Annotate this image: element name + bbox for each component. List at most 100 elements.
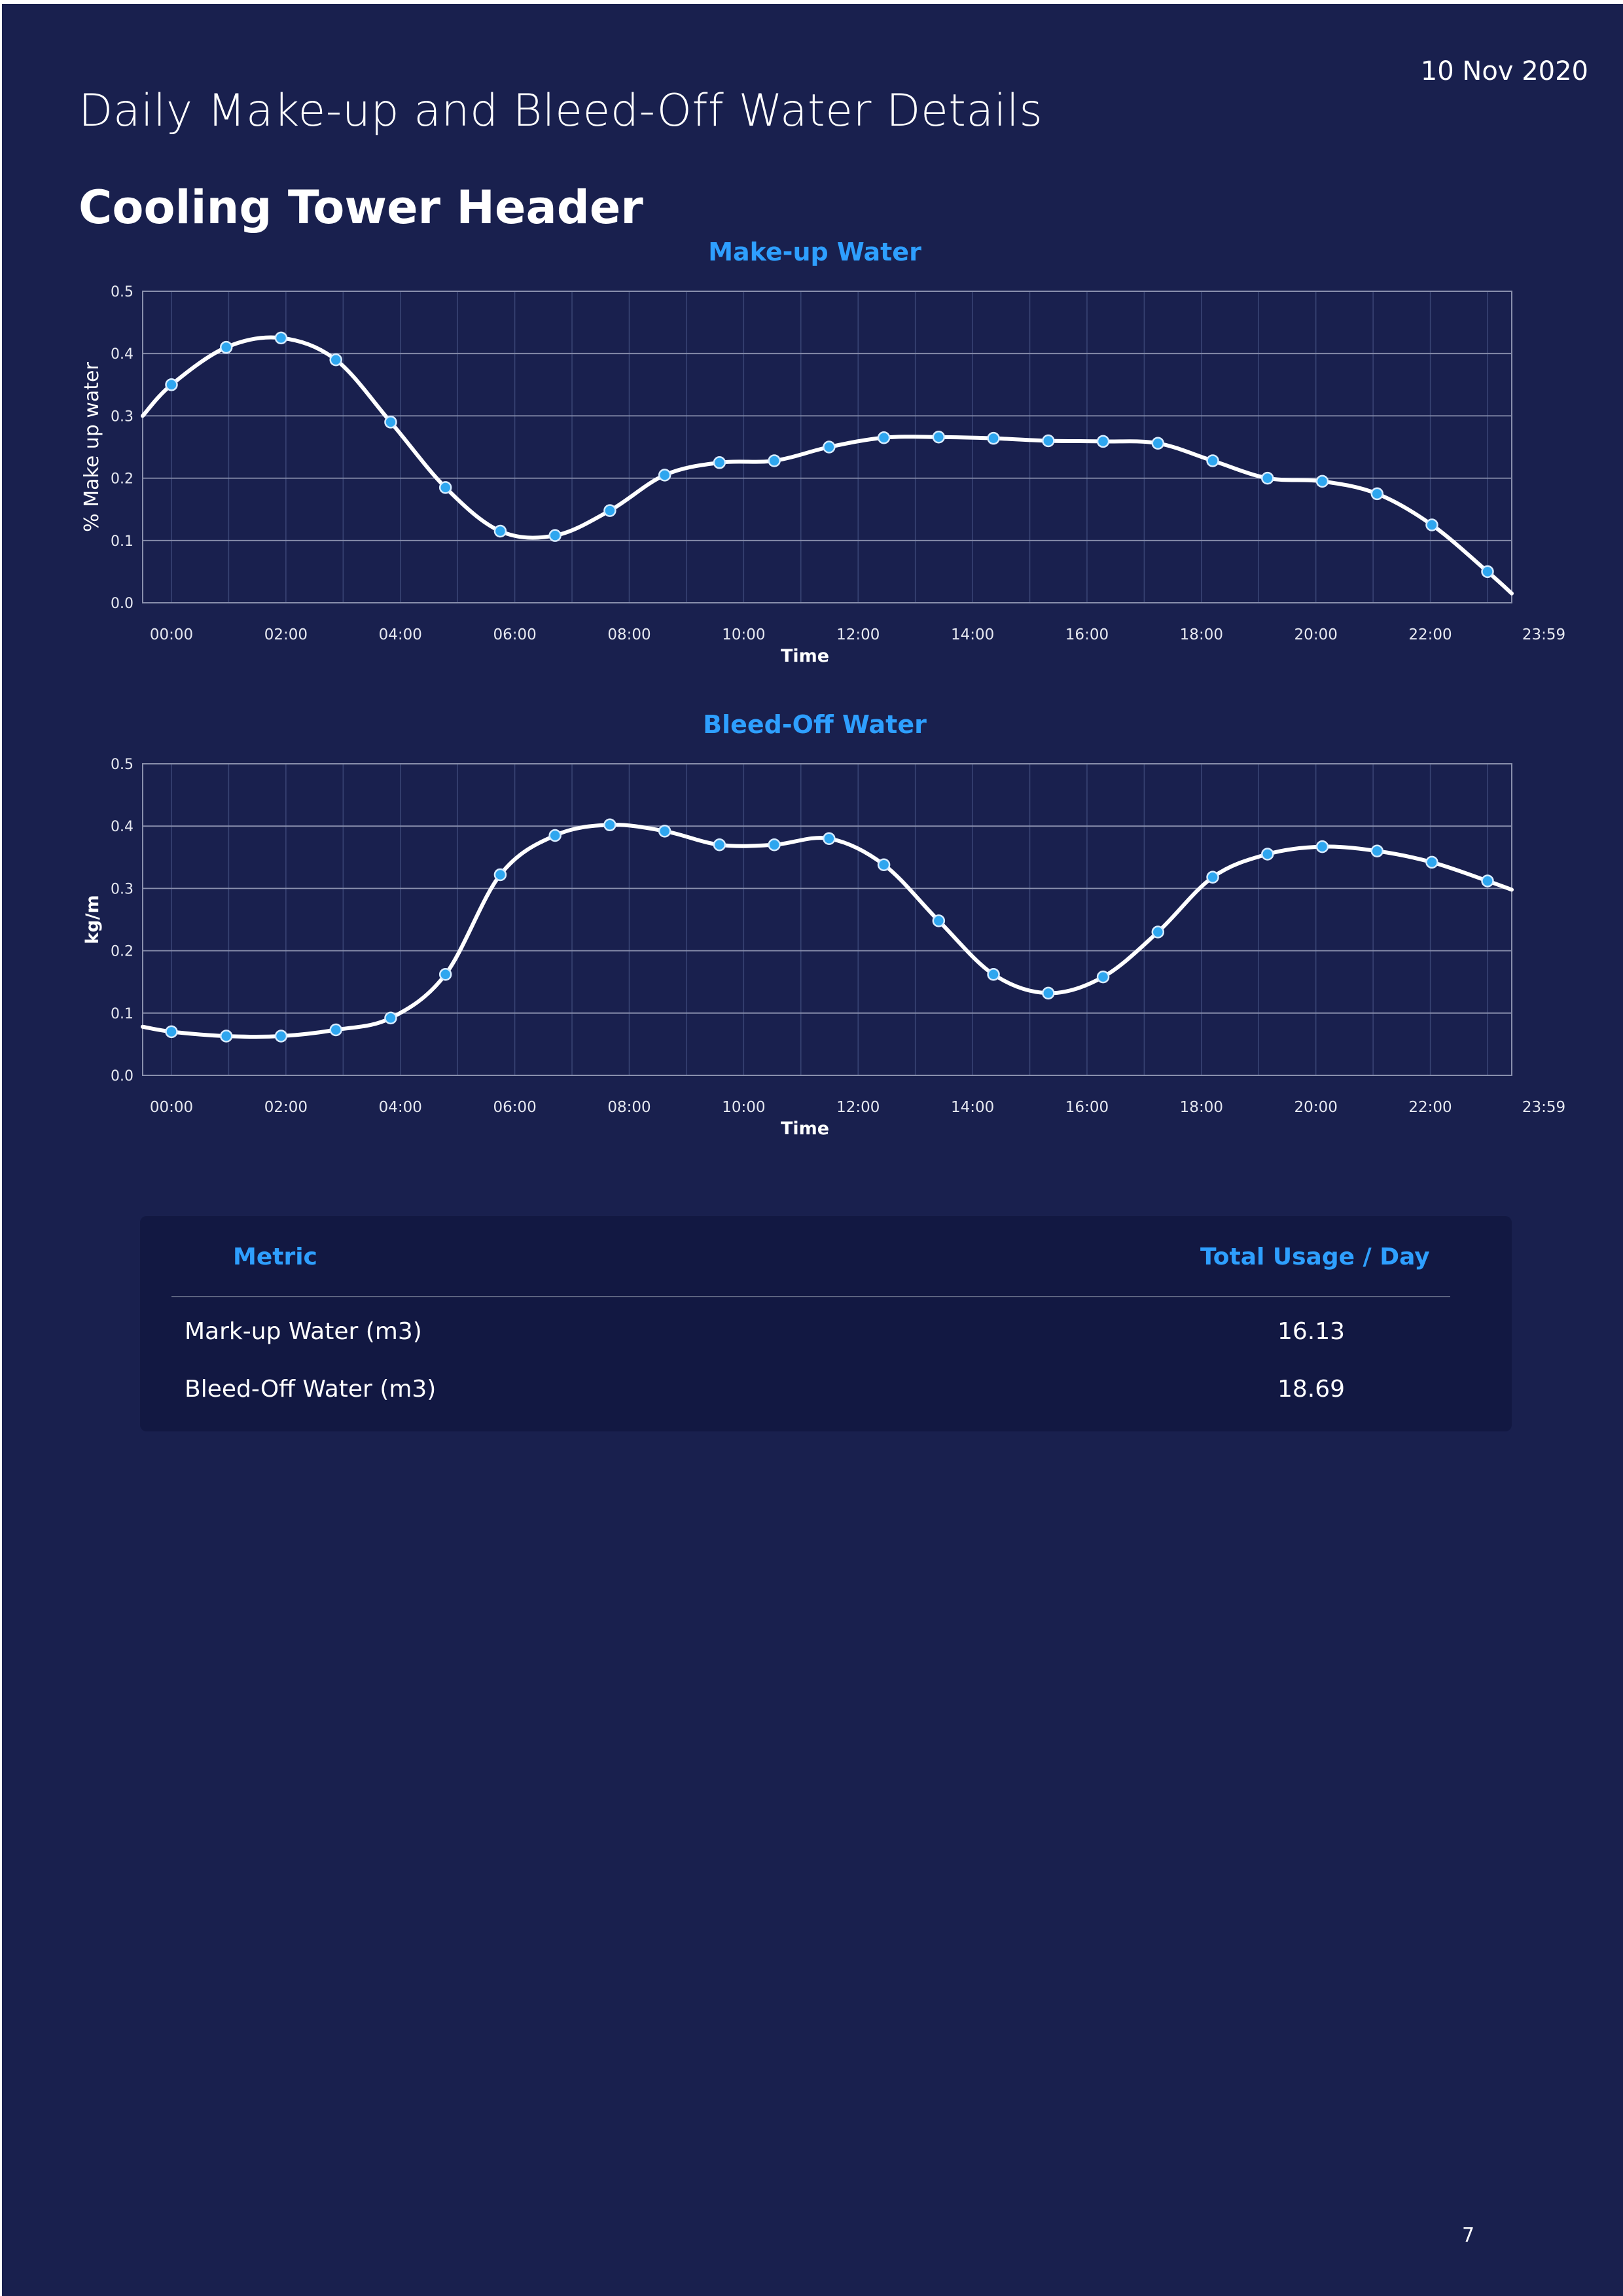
series-points (165, 818, 1494, 1043)
y-tick-label: 0.1 (111, 1006, 134, 1022)
x-tick-label: 12:00 (836, 1099, 880, 1116)
data-point (1481, 874, 1494, 888)
header-divider (171, 1296, 1450, 1297)
chart-title: Make-up Water (708, 238, 921, 266)
data-point (274, 331, 288, 345)
data-point (438, 481, 452, 494)
data-point (1425, 855, 1438, 869)
data-point (438, 968, 452, 981)
x-tick-label: 23:59 (1522, 626, 1565, 643)
x-tick-label: 02:00 (264, 626, 308, 643)
x-tick-label: 10:00 (722, 626, 765, 643)
y-tick-label: 0.0 (111, 596, 134, 612)
x-tick-label: 06:00 (493, 626, 536, 643)
series-points (165, 331, 1494, 579)
x-axis-label: Time (781, 646, 829, 666)
data-point (384, 416, 397, 429)
plot-frame (142, 291, 1512, 603)
x-tick-label: 14:00 (951, 1099, 994, 1116)
data-point (548, 829, 562, 842)
metric-name: Bleed-Off Water (m3) (185, 1376, 437, 1403)
data-point (877, 431, 891, 444)
data-point (1206, 870, 1219, 884)
table-row: Mark-up Water (m3) 16.13 (140, 1314, 1512, 1354)
data-point (1425, 518, 1438, 531)
x-tick-label: 20:00 (1294, 1099, 1338, 1116)
x-tick-label: 04:00 (379, 1099, 422, 1116)
x-tick-label: 08:00 (607, 1099, 651, 1116)
y-tick-label: 0.5 (111, 757, 134, 773)
data-point (1370, 844, 1384, 858)
data-point (1481, 565, 1494, 579)
data-point (274, 1030, 288, 1043)
data-point (713, 838, 726, 852)
data-point (1206, 454, 1219, 467)
x-tick-label: 22:00 (1408, 1099, 1452, 1116)
data-point (548, 529, 562, 542)
data-point (219, 340, 233, 354)
data-point (987, 431, 1000, 445)
data-point (1042, 986, 1055, 1000)
data-point (658, 825, 671, 838)
x-tick-label: 00:00 (150, 626, 193, 643)
data-point (603, 818, 616, 832)
data-point (658, 469, 671, 482)
metric-value: 16.13 (1277, 1318, 1346, 1345)
usage-table: Metric Total Usage / Day Mark-up Water (… (140, 1216, 1512, 1431)
x-tick-label: 16:00 (1065, 1099, 1109, 1116)
x-axis-label: Time (781, 1119, 829, 1139)
data-point (219, 1030, 233, 1043)
data-point (1261, 848, 1274, 861)
data-point (165, 1025, 178, 1039)
data-point (165, 378, 178, 391)
y-tick-label: 0.3 (111, 408, 134, 425)
data-point (1096, 970, 1110, 984)
data-point (1261, 471, 1274, 485)
data-point (713, 456, 726, 469)
metric-value: 18.69 (1277, 1376, 1346, 1403)
y-tick-label: 0.5 (111, 284, 134, 300)
x-tick-label: 22:00 (1408, 626, 1452, 643)
x-tick-label: 20:00 (1294, 626, 1338, 643)
data-point (823, 440, 836, 454)
chart-title: Bleed-Off Water (703, 710, 927, 739)
report-title: Daily Make-up and Bleed-Off Water Detail… (79, 85, 1043, 137)
x-tick-label: 18:00 (1180, 626, 1223, 643)
data-point (823, 832, 836, 845)
y-axis-label: kg/m (82, 895, 103, 944)
data-point (1315, 475, 1329, 488)
x-tick-label: 18:00 (1180, 1099, 1223, 1116)
data-point (493, 524, 507, 538)
data-point (603, 504, 616, 517)
series-line (141, 823, 1514, 1039)
y-tick-label: 0.0 (111, 1068, 134, 1085)
data-point (932, 914, 946, 927)
y-tick-label: 0.3 (111, 881, 134, 897)
y-tick-label: 0.2 (111, 471, 134, 488)
data-point (1096, 435, 1110, 448)
data-point (493, 868, 507, 882)
y-tick-label: 0.1 (111, 533, 134, 550)
data-point (1042, 434, 1055, 448)
data-point (384, 1011, 397, 1025)
makeup-water-chart: Make-up Water 0.0 0.1 0.2 0.3 0.4 0.5 00:00 02:0… (80, 238, 1565, 666)
y-tick-label: 0.4 (111, 819, 134, 835)
table-row: Bleed-Off Water (m3) 18.69 (140, 1372, 1512, 1411)
metric-name: Mark-up Water (m3) (185, 1318, 422, 1345)
column-header-metric: Metric (233, 1244, 317, 1270)
series-line (141, 335, 1514, 596)
data-point (1151, 925, 1165, 939)
data-point (768, 838, 781, 852)
x-tick-label: 10:00 (722, 1099, 765, 1116)
x-tick-label: 14:00 (951, 626, 994, 643)
x-tick-label: 23:59 (1522, 1099, 1565, 1116)
data-point (1151, 437, 1165, 450)
x-tick-label: 08:00 (607, 626, 651, 643)
y-tick-label: 0.2 (111, 944, 134, 960)
bleed-off-water-chart: Bleed-Off Water 0.0 0.1 0.2 0.3 0.4 0.5 00:00 02… (82, 710, 1565, 1139)
x-tick-label: 00:00 (150, 1099, 193, 1116)
y-axis-label: % Make up water (80, 362, 103, 532)
x-tick-label: 06:00 (493, 1099, 536, 1116)
page-number: 7 (1462, 2224, 1475, 2247)
y-tick-label: 0.4 (111, 346, 134, 363)
